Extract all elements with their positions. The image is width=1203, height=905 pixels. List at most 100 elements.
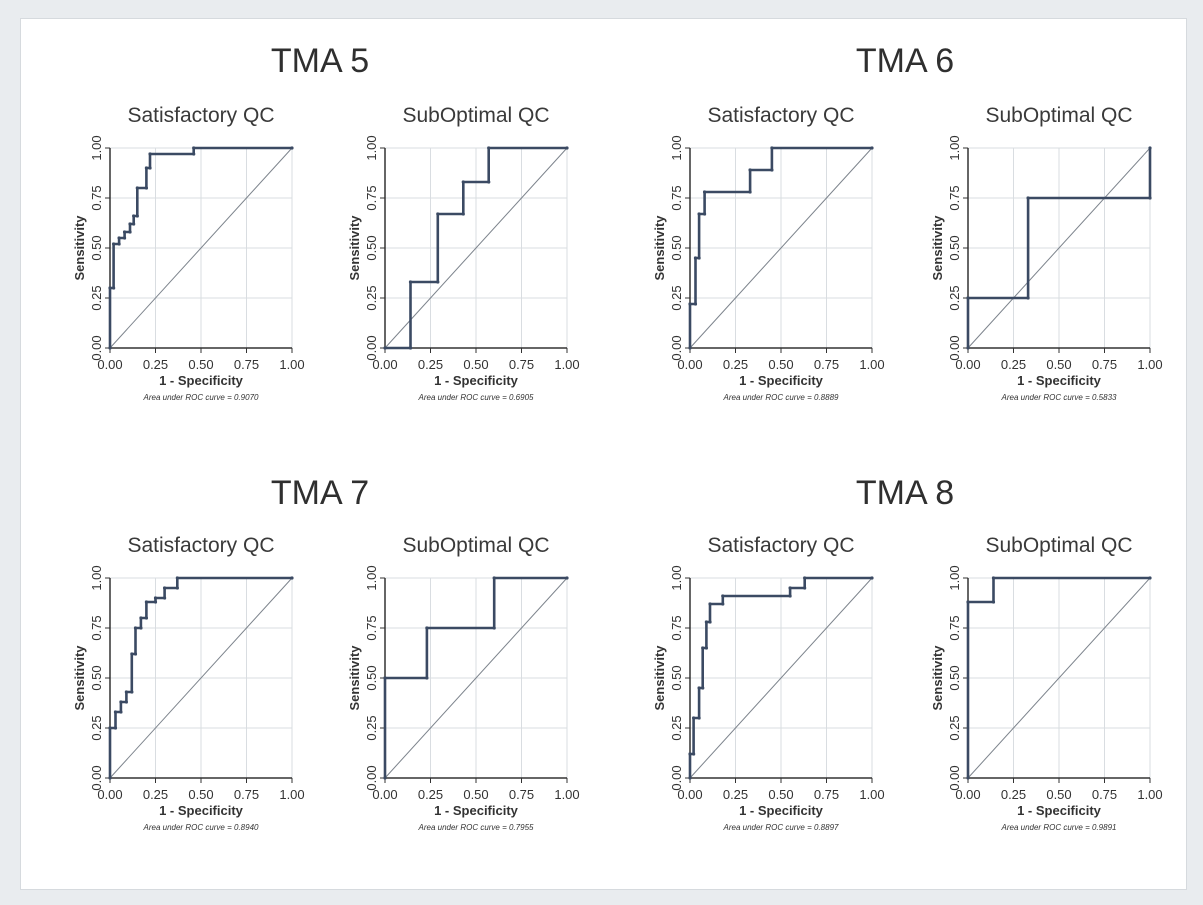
y-tick-label: 0.75 bbox=[364, 185, 379, 210]
y-tick-label: 0.00 bbox=[89, 765, 104, 790]
y-tick-label: 0.50 bbox=[89, 235, 104, 260]
reference-line bbox=[109, 577, 293, 779]
roc-point bbox=[688, 776, 692, 780]
x-tick-label: 0.75 bbox=[234, 357, 259, 372]
roc-point bbox=[425, 676, 429, 680]
y-axis-label: Sensitivity bbox=[72, 215, 87, 281]
x-tick-label: 0.25 bbox=[143, 787, 168, 802]
x-axis-label: 1 - Specificity bbox=[1017, 803, 1102, 818]
x-axis-label: 1 - Specificity bbox=[434, 373, 519, 388]
group-title-tma7: TMA 7 bbox=[270, 474, 370, 512]
y-tick-label: 1.00 bbox=[947, 135, 962, 160]
y-tick-label: 0.00 bbox=[364, 335, 379, 360]
x-tick-label: 1.00 bbox=[1137, 357, 1162, 372]
y-tick-label: 1.00 bbox=[89, 565, 104, 590]
roc-point bbox=[128, 222, 132, 226]
plot-title: Satisfactory QC bbox=[127, 534, 274, 557]
roc-plot-svg: Satisfactory QC 0.00 0.25 0.50 0.75 1.00 0.00 0… bbox=[652, 534, 885, 832]
plot-title: SubOptimal QC bbox=[985, 104, 1132, 127]
roc-plot-svg: SubOptimal QC 0.00 0.25 0.50 0.75 1.00 0.00 0.2… bbox=[930, 104, 1163, 402]
x-tick-label: 0.25 bbox=[723, 357, 748, 372]
roc-point bbox=[124, 700, 128, 704]
auc-label: Area under ROC curve = 0.9070 bbox=[143, 393, 260, 402]
reference-line bbox=[384, 147, 568, 349]
roc-point bbox=[697, 212, 701, 216]
plot-title: Satisfactory QC bbox=[707, 534, 854, 557]
roc-point bbox=[704, 620, 708, 624]
roc-plot-svg: Satisfactory QC 0.00 0.25 0.50 0.75 1.00 0.00 0… bbox=[652, 104, 885, 402]
roc-plot-svg: SubOptimal QC 0.00 0.25 0.50 0.75 1.00 0.00 0.2… bbox=[347, 104, 580, 402]
roc-point bbox=[721, 594, 725, 598]
x-tick-label: 1.00 bbox=[554, 357, 579, 372]
x-tick-label: 1.00 bbox=[859, 357, 884, 372]
roc-point bbox=[163, 586, 167, 590]
roc-point bbox=[148, 166, 152, 170]
roc-point bbox=[108, 726, 112, 730]
roc-point bbox=[192, 152, 196, 156]
roc-plot-tma7-satisfactory: Satisfactory QC 0.00 0.25 0.50 0.75 1.00 0.00 0… bbox=[60, 525, 305, 885]
roc-point bbox=[966, 296, 970, 300]
roc-point bbox=[108, 346, 112, 350]
y-tick-label: 1.00 bbox=[364, 135, 379, 160]
x-tick-label: 0.75 bbox=[1092, 787, 1117, 802]
y-tick-label: 0.25 bbox=[947, 715, 962, 740]
x-tick-label: 1.00 bbox=[279, 357, 304, 372]
y-tick-label: 0.00 bbox=[364, 765, 379, 790]
plot-title: SubOptimal QC bbox=[985, 534, 1132, 557]
x-tick-label: 1.00 bbox=[1137, 787, 1162, 802]
x-tick-label: 0.00 bbox=[677, 357, 702, 372]
x-tick-label: 0.25 bbox=[1001, 357, 1026, 372]
y-tick-label: 0.50 bbox=[947, 665, 962, 690]
roc-point bbox=[139, 616, 143, 620]
x-tick-label: 0.75 bbox=[814, 357, 839, 372]
roc-point bbox=[748, 168, 752, 172]
roc-point bbox=[130, 690, 134, 694]
reference-line bbox=[384, 577, 568, 779]
roc-curve bbox=[966, 148, 1152, 348]
y-tick-label: 0.50 bbox=[364, 665, 379, 690]
figure-panel bbox=[20, 18, 1187, 890]
y-tick-label: 0.00 bbox=[89, 335, 104, 360]
auc-label: Area under ROC curve = 0.8940 bbox=[143, 823, 260, 832]
roc-plot-svg: Satisfactory QC 0.00 0.25 0.50 0.75 1.00 0.00 0… bbox=[72, 534, 305, 832]
roc-point bbox=[1148, 576, 1152, 580]
roc-plot-svg: SubOptimal QC 0.00 0.25 0.50 0.75 1.00 0.00 0.2… bbox=[930, 534, 1163, 832]
roc-point bbox=[708, 602, 712, 606]
roc-point bbox=[175, 586, 179, 590]
x-axis-label: 1 - Specificity bbox=[159, 803, 244, 818]
roc-point bbox=[702, 190, 707, 194]
roc-point bbox=[461, 180, 465, 184]
x-tick-label: 0.75 bbox=[234, 787, 259, 802]
x-tick-label: 0.25 bbox=[1001, 787, 1026, 802]
roc-point bbox=[697, 256, 701, 260]
roc-point bbox=[117, 236, 121, 240]
roc-point bbox=[702, 212, 707, 216]
plot-title: SubOptimal QC bbox=[402, 534, 549, 557]
x-axis-label: 1 - Specificity bbox=[434, 803, 519, 818]
roc-point bbox=[688, 302, 692, 306]
x-tick-label: 0.50 bbox=[188, 787, 213, 802]
roc-point bbox=[290, 576, 294, 580]
roc-point bbox=[487, 180, 491, 184]
roc-point bbox=[175, 576, 179, 580]
roc-point bbox=[122, 236, 127, 240]
roc-point bbox=[383, 776, 387, 780]
roc-point bbox=[122, 230, 127, 234]
y-tick-label: 0.25 bbox=[364, 715, 379, 740]
roc-plot-tma6-satisfactory: Satisfactory QC 0.00 0.25 0.50 0.75 1.00 0.00 0… bbox=[640, 95, 885, 455]
y-tick-label: 0.50 bbox=[947, 235, 962, 260]
y-tick-label: 0.50 bbox=[669, 665, 684, 690]
y-tick-label: 0.75 bbox=[364, 615, 379, 640]
roc-point bbox=[1026, 296, 1030, 300]
roc-point bbox=[487, 146, 491, 150]
x-tick-label: 0.25 bbox=[723, 787, 748, 802]
roc-point bbox=[383, 676, 387, 680]
x-tick-label: 0.50 bbox=[188, 357, 213, 372]
auc-label: Area under ROC curve = 0.5833 bbox=[1001, 393, 1118, 402]
roc-point bbox=[1148, 196, 1152, 200]
y-axis-label: Sensitivity bbox=[652, 215, 667, 281]
roc-point bbox=[697, 716, 701, 720]
x-axis-label: 1 - Specificity bbox=[1017, 373, 1102, 388]
y-tick-label: 0.75 bbox=[89, 185, 104, 210]
roc-point bbox=[119, 700, 123, 704]
